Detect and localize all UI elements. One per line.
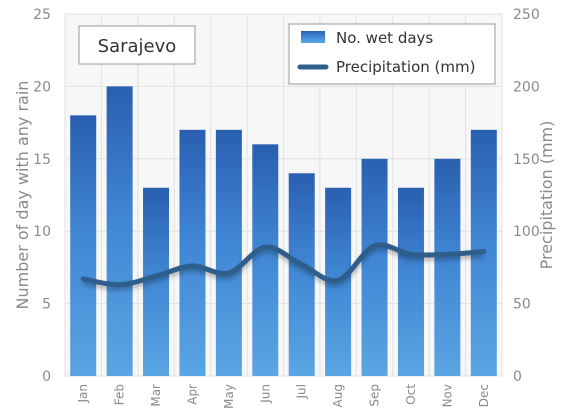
- x-tick-label: Oct: [404, 384, 418, 405]
- y2-tick-label: 0: [513, 369, 522, 385]
- y2-tick-label: 100: [513, 224, 540, 240]
- x-tick-label: Jul: [295, 384, 309, 399]
- x-tick-label: Sep: [368, 384, 382, 407]
- legend: No. wet days Precipitation (mm): [288, 23, 496, 85]
- x-tick-label: Aug: [331, 384, 345, 407]
- legend-line-label: Precipitation (mm): [336, 58, 475, 76]
- left-axis: 0 5 10 15 20 25: [33, 7, 51, 385]
- x-tick-label: Jan: [76, 384, 90, 404]
- x-tick-label: May: [222, 384, 236, 409]
- y2-tick-label: 150: [513, 152, 540, 168]
- x-axis: Jan Feb Mar Apr May Jun Jul Aug Sep Oct Nov Dec: [76, 384, 491, 409]
- grid-lines: [64, 13, 503, 377]
- bar-feb: [106, 86, 133, 377]
- x-tick-label: Dec: [477, 384, 491, 407]
- line-shadow: [82, 244, 485, 291]
- y-tick-label: 10: [33, 224, 51, 240]
- x-tick-label: Mar: [149, 384, 163, 407]
- legend-bar-label: No. wet days: [336, 29, 433, 47]
- bar-may: [215, 129, 242, 376]
- precipitation-line: [80, 242, 487, 288]
- bar-series: [70, 86, 497, 377]
- title-box: Sarajevo: [78, 25, 196, 65]
- x-tick-label: Nov: [440, 384, 454, 407]
- y-tick-label: 25: [33, 7, 51, 23]
- chart-title: Sarajevo: [98, 36, 177, 57]
- y2-axis-title: Precipitation (mm): [537, 121, 556, 270]
- right-axis: 0 50 100 150 200 250: [513, 7, 540, 385]
- legend-bar-swatch: [301, 31, 325, 43]
- bar-nov: [434, 158, 461, 376]
- y-axis-title: Number of day with any rain: [13, 81, 32, 310]
- bar-apr: [179, 129, 206, 376]
- bar-sep: [361, 158, 388, 376]
- y-tick-label: 5: [42, 297, 51, 313]
- y-tick-label: 0: [42, 369, 51, 385]
- bar-jan: [70, 115, 97, 377]
- y-tick-label: 15: [33, 152, 51, 168]
- y2-tick-label: 200: [513, 79, 540, 95]
- x-tick-label: Apr: [185, 384, 199, 405]
- bar-jun: [252, 144, 279, 376]
- x-tick-label: Jun: [258, 384, 272, 404]
- y-tick-label: 20: [33, 79, 51, 95]
- bar-oct: [397, 187, 424, 376]
- y2-tick-label: 250: [513, 7, 540, 23]
- y2-tick-label: 50: [513, 297, 531, 313]
- x-tick-label: Feb: [113, 384, 127, 405]
- line-series: [80, 242, 487, 291]
